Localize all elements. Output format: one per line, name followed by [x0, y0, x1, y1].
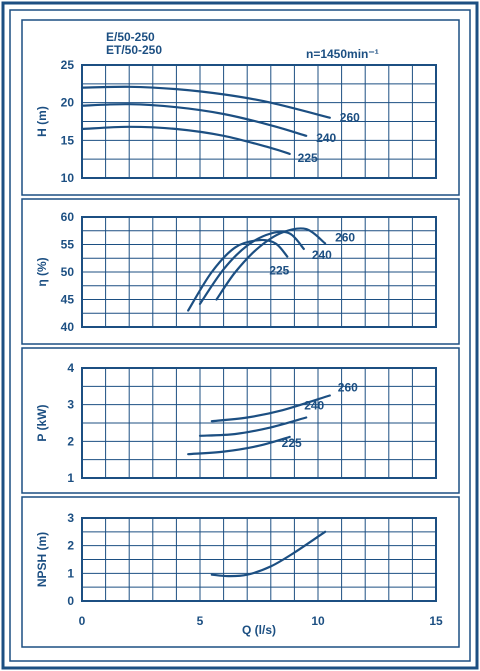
series-label-260: 260 — [340, 111, 360, 125]
x-axis-label: Q (l/s) — [242, 623, 276, 637]
y-tick-label: 20 — [61, 96, 75, 110]
y-tick-label: 40 — [61, 320, 75, 334]
y-axis-label: η (%) — [35, 257, 49, 286]
y-tick-label: 2 — [67, 434, 74, 448]
y-tick-label: 3 — [67, 511, 74, 525]
plot-area-border — [81, 216, 437, 328]
y-tick-label: 0 — [67, 594, 74, 608]
y-tick-label: 15 — [61, 133, 75, 147]
series-label-240: 240 — [312, 248, 332, 262]
series-label-240: 240 — [316, 131, 336, 145]
series-line-260 — [210, 394, 331, 423]
series-line-225 — [187, 435, 291, 456]
panel-border-p — [21, 347, 460, 494]
series-line-240 — [198, 416, 308, 437]
series-label-260: 260 — [338, 381, 358, 395]
y-tick-label: 10 — [61, 171, 75, 185]
plot-area-border — [81, 367, 437, 479]
series-line-240 — [80, 103, 308, 137]
y-tick-label: 3 — [67, 398, 74, 412]
y-tick-label: 4 — [67, 361, 74, 375]
series-line-260 — [215, 227, 327, 301]
x-tick-label: 10 — [311, 614, 325, 628]
y-tick-label: 1 — [67, 566, 74, 580]
y-tick-label: 1 — [67, 471, 74, 485]
series-label-240: 240 — [304, 399, 324, 413]
y-axis-label: NPSH (m) — [35, 532, 49, 587]
y-axis-label: H (m) — [35, 106, 49, 137]
panel-border-h — [21, 19, 460, 196]
y-tick-label: 55 — [61, 238, 75, 252]
series-label-225: 225 — [298, 151, 318, 165]
panel-border-eta — [21, 198, 460, 345]
series-line-npsh — [210, 530, 327, 578]
x-tick-label: 15 — [429, 614, 443, 628]
y-tick-label: 50 — [61, 265, 75, 279]
series-line-260 — [80, 85, 331, 119]
model-label-2: ET/50-250 — [106, 43, 162, 57]
y-tick-label: 60 — [61, 210, 75, 224]
x-tick-label: 0 — [79, 614, 86, 628]
series-line-225 — [80, 125, 291, 155]
y-axis-label: P (kW) — [35, 404, 49, 441]
x-tick-label: 5 — [197, 614, 204, 628]
speed-label: n=1450min⁻¹ — [306, 47, 379, 61]
inner-border — [9, 9, 471, 662]
plot-area-border — [81, 64, 437, 179]
y-tick-label: 2 — [67, 539, 74, 553]
series-line-225 — [187, 238, 289, 312]
series-line-240 — [198, 230, 305, 305]
series-label-225: 225 — [282, 436, 302, 450]
series-label-225: 225 — [269, 264, 289, 278]
panel-npsh: 0 1 2 3 NPSH (m) 0 5 10 15 Q (l/s) — [35, 511, 443, 637]
y-tick-label: 45 — [61, 293, 75, 307]
panel-power: 1 2 3 4 P (kW) 260 240 225 — [35, 361, 437, 485]
y-tick-label: 25 — [61, 58, 75, 72]
panel-border-npsh — [21, 496, 460, 648]
model-label-1: E/50-250 — [106, 30, 155, 44]
plot-area-border — [81, 517, 437, 602]
series-label-260: 260 — [335, 230, 355, 244]
panel-head: 10 15 20 25 H (m) 260 240 225 — [35, 58, 437, 185]
